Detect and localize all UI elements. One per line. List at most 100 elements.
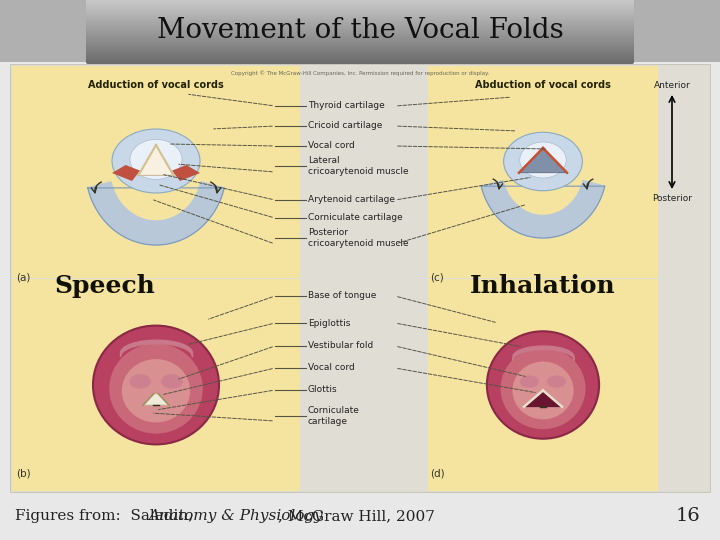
FancyBboxPatch shape [86,53,634,58]
Text: Corniculate
cartilage: Corniculate cartilage [308,406,360,426]
FancyBboxPatch shape [86,3,634,8]
FancyBboxPatch shape [86,11,634,16]
FancyBboxPatch shape [90,32,630,33]
Text: Posterior
cricoarytenoid muscle: Posterior cricoarytenoid muscle [308,228,409,248]
Ellipse shape [122,359,190,422]
Polygon shape [112,165,140,181]
Polygon shape [172,165,200,181]
Text: Adduction of vocal cords: Adduction of vocal cords [88,80,224,90]
FancyBboxPatch shape [86,56,634,61]
FancyBboxPatch shape [86,1,634,6]
FancyBboxPatch shape [90,39,630,40]
Text: (d): (d) [430,468,445,478]
FancyBboxPatch shape [12,279,300,491]
FancyBboxPatch shape [90,1,630,2]
FancyBboxPatch shape [90,21,630,22]
FancyBboxPatch shape [90,6,630,7]
FancyBboxPatch shape [86,58,634,63]
Text: Movement of the Vocal Folds: Movement of the Vocal Folds [157,17,563,44]
FancyBboxPatch shape [428,66,658,278]
FancyBboxPatch shape [90,45,630,46]
Text: Arytenoid cartilage: Arytenoid cartilage [308,195,395,205]
FancyBboxPatch shape [86,55,634,59]
FancyBboxPatch shape [90,30,630,31]
Text: Corniculate cartilage: Corniculate cartilage [308,213,402,222]
FancyBboxPatch shape [90,25,630,26]
FancyBboxPatch shape [86,21,634,26]
FancyBboxPatch shape [86,46,634,51]
FancyBboxPatch shape [86,14,634,18]
FancyBboxPatch shape [90,13,630,14]
FancyBboxPatch shape [90,43,630,44]
FancyBboxPatch shape [90,26,630,27]
Polygon shape [524,390,562,407]
FancyBboxPatch shape [86,51,634,56]
FancyBboxPatch shape [90,22,630,23]
FancyBboxPatch shape [90,17,630,18]
Text: Vocal cord: Vocal cord [308,141,355,151]
Ellipse shape [109,343,203,434]
FancyBboxPatch shape [86,21,634,25]
FancyBboxPatch shape [90,55,630,56]
FancyBboxPatch shape [86,15,634,20]
FancyBboxPatch shape [86,36,634,40]
FancyBboxPatch shape [86,19,634,24]
FancyBboxPatch shape [90,56,630,57]
Ellipse shape [513,362,574,420]
FancyBboxPatch shape [86,1,634,5]
Text: Speech: Speech [55,274,156,298]
FancyBboxPatch shape [86,24,634,29]
FancyBboxPatch shape [86,44,634,49]
FancyBboxPatch shape [90,14,630,15]
FancyBboxPatch shape [86,9,634,14]
FancyBboxPatch shape [86,25,634,30]
Text: Inhalation: Inhalation [470,274,616,298]
FancyBboxPatch shape [90,50,630,51]
FancyBboxPatch shape [90,4,630,5]
Text: Thyroid cartilage: Thyroid cartilage [308,102,384,111]
FancyBboxPatch shape [86,43,634,48]
FancyBboxPatch shape [90,41,630,42]
FancyBboxPatch shape [86,0,634,3]
FancyBboxPatch shape [90,51,630,52]
FancyBboxPatch shape [86,47,634,52]
Ellipse shape [520,375,539,388]
FancyBboxPatch shape [90,23,630,24]
FancyBboxPatch shape [90,33,630,34]
FancyBboxPatch shape [86,37,634,42]
Polygon shape [519,148,567,173]
FancyBboxPatch shape [86,23,634,28]
FancyBboxPatch shape [86,49,634,54]
FancyBboxPatch shape [86,12,634,17]
Text: Copyright © The McGraw-Hill Companies, Inc. Permission required for reproduction: Copyright © The McGraw-Hill Companies, I… [231,70,489,76]
Ellipse shape [487,331,599,438]
FancyBboxPatch shape [86,0,634,4]
FancyBboxPatch shape [86,18,634,23]
FancyBboxPatch shape [90,3,630,4]
FancyBboxPatch shape [86,3,634,8]
FancyBboxPatch shape [90,38,630,39]
Ellipse shape [161,374,183,389]
FancyBboxPatch shape [86,26,634,31]
FancyBboxPatch shape [90,52,630,53]
FancyBboxPatch shape [86,52,634,57]
FancyBboxPatch shape [86,39,634,44]
FancyBboxPatch shape [86,26,634,31]
FancyBboxPatch shape [90,58,630,59]
FancyBboxPatch shape [86,32,634,37]
FancyBboxPatch shape [90,36,630,37]
Ellipse shape [130,139,182,179]
FancyBboxPatch shape [86,17,634,22]
FancyBboxPatch shape [90,46,630,48]
FancyBboxPatch shape [90,35,630,36]
FancyBboxPatch shape [86,40,634,45]
FancyBboxPatch shape [86,0,634,4]
FancyBboxPatch shape [86,8,634,13]
FancyBboxPatch shape [86,5,634,10]
FancyBboxPatch shape [90,24,630,25]
FancyBboxPatch shape [90,29,630,30]
Text: Anatomy & Physiology: Anatomy & Physiology [148,509,323,523]
FancyBboxPatch shape [86,54,634,58]
FancyBboxPatch shape [90,49,630,50]
Ellipse shape [112,129,200,193]
